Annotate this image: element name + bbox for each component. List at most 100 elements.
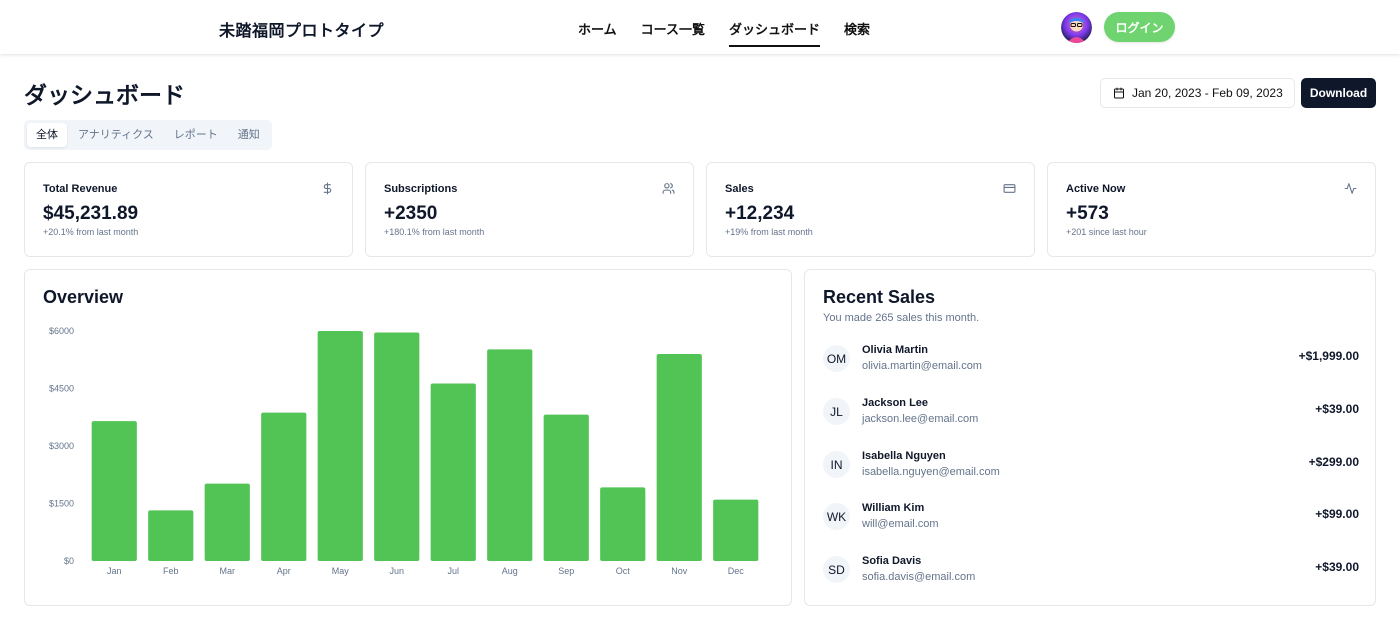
stat-card-subscriptions: Subscriptions +2350 +180.1% from last mo… <box>365 162 694 257</box>
bar-feb <box>148 510 194 561</box>
stat-label: Total Revenue <box>43 183 118 195</box>
x-tick-label: Feb <box>163 566 179 576</box>
y-tick-label: $3000 <box>49 441 74 451</box>
stat-change: +20.1% from last month <box>43 227 139 237</box>
sale-amount: +$39.00 <box>1315 560 1359 574</box>
customer-email: isabella.nguyen@email.com <box>862 466 1000 478</box>
y-tick-label: $6000 <box>49 326 74 336</box>
customer-email: will@email.com <box>862 518 939 530</box>
bar-aug <box>487 349 533 561</box>
x-tick-label: Nov <box>671 566 688 576</box>
x-tick-label: May <box>332 566 350 576</box>
customer-name: Sofia Davis <box>862 555 922 567</box>
brand-title[interactable]: 未踏福岡プロトタイプ <box>219 21 385 40</box>
main-nav: ホーム コース一覧 ダッシュボード 検索 <box>578 19 871 47</box>
x-tick-label: Aug <box>502 566 518 576</box>
avatar: IN <box>823 451 850 478</box>
stat-label: Active Now <box>1066 183 1126 195</box>
bar-mar <box>204 483 250 561</box>
nav-search[interactable]: 検索 <box>844 23 871 38</box>
recent-sales-card: Recent Sales You made 265 sales this mon… <box>804 269 1376 606</box>
bar-jun <box>374 332 420 561</box>
bar-sep <box>543 414 589 561</box>
sale-row[interactable]: JL Jackson Lee jackson.lee@email.com +$3… <box>823 393 1359 433</box>
nav-home[interactable]: ホーム <box>578 23 617 38</box>
tab-notifications[interactable]: 通知 <box>237 128 260 141</box>
x-tick-label: Jan <box>107 566 122 576</box>
user-avatar[interactable] <box>1061 12 1092 43</box>
tab-reports[interactable]: レポート <box>173 128 218 141</box>
bar-jan <box>91 421 137 561</box>
sale-row[interactable]: IN Isabella Nguyen isabella.nguyen@email… <box>823 446 1359 486</box>
calendar-icon <box>1114 87 1124 99</box>
x-tick-label: Mar <box>220 566 236 576</box>
customer-email: olivia.martin@email.com <box>862 360 982 372</box>
bar-jul <box>430 383 476 561</box>
recent-sales-title: Recent Sales <box>823 287 936 307</box>
stat-value: +12,234 <box>725 203 795 224</box>
stat-label: Sales <box>725 183 754 195</box>
customer-email: jackson.lee@email.com <box>862 413 979 425</box>
dollar-icon <box>323 182 332 195</box>
user-avatar-image <box>1061 12 1092 43</box>
recent-sales-subtitle: You made 265 sales this month. <box>823 312 980 324</box>
x-tick-label: Apr <box>277 566 291 576</box>
customer-email: sofia.davis@email.com <box>862 571 976 583</box>
sale-amount: +$1,999.00 <box>1298 349 1359 363</box>
sale-row[interactable]: WK William Kim will@email.com +$99.00 <box>823 498 1359 538</box>
sale-amount: +$99.00 <box>1315 507 1359 521</box>
x-tick-label: Sep <box>558 566 574 576</box>
sale-row[interactable]: SD Sofia Davis sofia.davis@email.com +$3… <box>823 551 1359 591</box>
avatar: SD <box>823 556 850 583</box>
y-tick-label: $0 <box>64 556 74 566</box>
login-button[interactable]: ログイン <box>1104 12 1175 42</box>
y-tick-label: $4500 <box>49 384 74 394</box>
users-icon <box>662 183 675 194</box>
date-range-text: Jan 20, 2023 - Feb 09, 2023 <box>1132 86 1283 100</box>
x-tick-label: Jul <box>447 566 459 576</box>
sale-row[interactable]: OM Olivia Martin olivia.martin@email.com… <box>823 340 1359 380</box>
top-header: 未踏福岡プロトタイプ ホーム コース一覧 ダッシュボード 検索 ログイン <box>0 0 1400 54</box>
customer-name: Isabella Nguyen <box>862 450 946 462</box>
dashboard-tabs: 全体 アナリティクス レポート 通知 <box>24 120 272 150</box>
y-tick-label: $1500 <box>49 499 74 509</box>
stat-value: +2350 <box>384 203 438 224</box>
x-tick-label: Dec <box>728 566 745 576</box>
stat-card-sales: Sales +12,234 +19% from last month <box>706 162 1035 257</box>
avatar: WK <box>823 503 850 530</box>
overview-bar-chart: $0 $1500 $3000 $4500 $6000 Jan Feb Mar Apr May Jun… <box>49 326 759 576</box>
bar-nov <box>656 354 702 561</box>
stat-value: +573 <box>1066 203 1109 224</box>
stat-change: +201 since last hour <box>1066 227 1147 237</box>
tab-analytics[interactable]: アナリティクス <box>78 128 154 141</box>
page-title: ダッシュボード <box>24 83 185 109</box>
sale-amount: +$299.00 <box>1308 455 1359 469</box>
activity-icon <box>1344 183 1357 194</box>
x-tick-label: Oct <box>616 566 631 576</box>
download-button[interactable]: Download <box>1301 78 1376 108</box>
tab-overview[interactable]: 全体 <box>27 123 67 147</box>
customer-name: Jackson Lee <box>862 397 929 409</box>
avatar: OM <box>823 345 850 372</box>
stat-change: +180.1% from last month <box>384 227 485 237</box>
overview-card: Overview $0 $1500 $3000 $4500 $6000 Jan Feb Mar… <box>24 269 792 606</box>
bar-dec <box>713 499 759 561</box>
customer-name: Olivia Martin <box>862 344 929 356</box>
bar-may <box>317 331 363 561</box>
stat-value: $45,231.89 <box>43 203 139 224</box>
bar-apr <box>261 412 307 561</box>
credit-card-icon <box>1003 184 1016 193</box>
nav-dashboard[interactable]: ダッシュボード <box>728 19 821 47</box>
avatar: JL <box>823 398 850 425</box>
sale-amount: +$39.00 <box>1315 402 1359 416</box>
overview-title: Overview <box>43 287 124 307</box>
nav-courses[interactable]: コース一覧 <box>640 23 705 38</box>
customer-name: William Kim <box>862 502 925 514</box>
stat-card-active-now: Active Now +573 +201 since last hour <box>1047 162 1376 257</box>
x-tick-label: Jun <box>389 566 404 576</box>
stat-change: +19% from last month <box>725 227 813 237</box>
bar-oct <box>600 487 646 561</box>
stat-label: Subscriptions <box>384 183 458 195</box>
date-range-picker[interactable]: Jan 20, 2023 - Feb 09, 2023 <box>1100 78 1295 108</box>
stat-card-total-revenue: Total Revenue $45,231.89 +20.1% from las… <box>24 162 353 257</box>
